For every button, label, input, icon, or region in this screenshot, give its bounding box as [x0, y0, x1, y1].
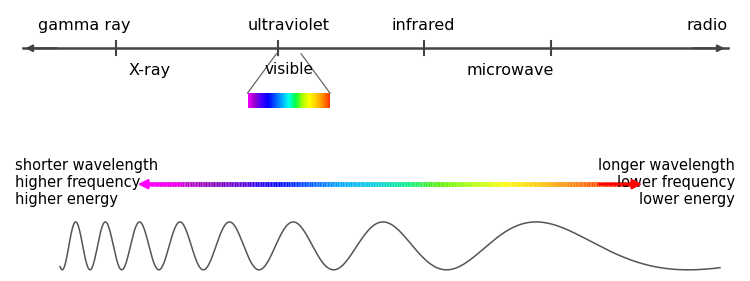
Text: infrared: infrared: [392, 18, 455, 33]
Text: lower frequency: lower frequency: [616, 175, 735, 190]
Text: microwave: microwave: [466, 64, 554, 78]
Text: ultraviolet: ultraviolet: [248, 18, 330, 33]
Text: visible: visible: [264, 62, 314, 77]
Text: radio: radio: [686, 18, 728, 33]
Text: gamma ray: gamma ray: [38, 18, 130, 33]
Text: lower energy: lower energy: [639, 192, 735, 207]
Text: higher energy: higher energy: [15, 192, 118, 207]
Text: higher frequency: higher frequency: [15, 175, 140, 190]
Text: shorter wavelength: shorter wavelength: [15, 158, 158, 173]
Text: X-ray: X-ray: [129, 64, 171, 78]
Text: longer wavelength: longer wavelength: [598, 158, 735, 173]
